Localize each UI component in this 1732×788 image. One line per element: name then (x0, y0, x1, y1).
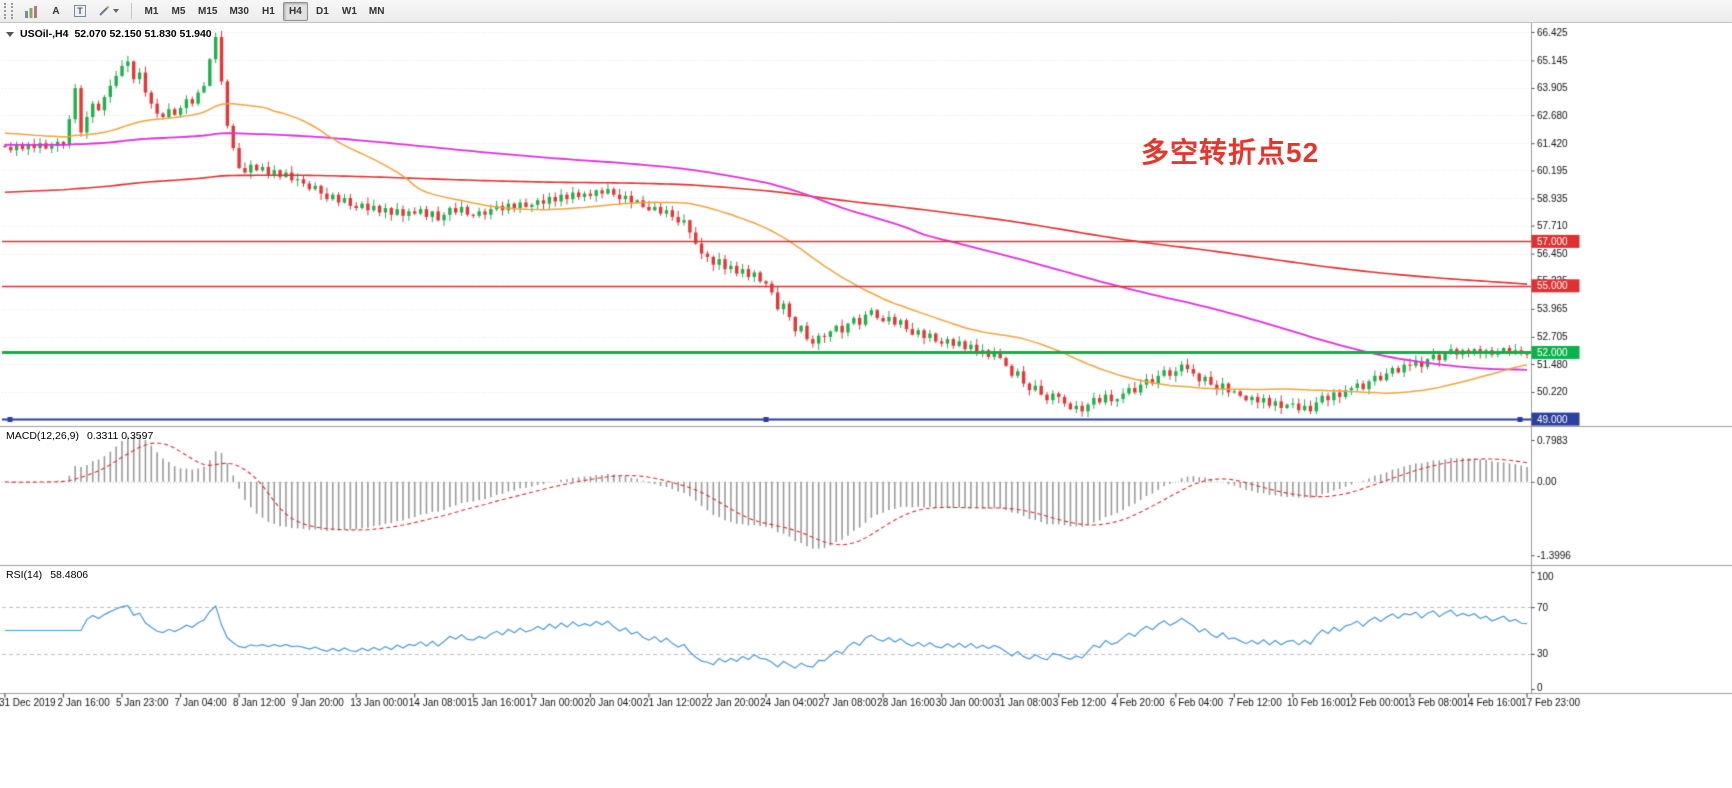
chart-window: USOil-,H4 52.070 52.150 51.830 51.940 多空… (0, 23, 1732, 713)
chevron-down-icon (113, 9, 119, 13)
pencil-icon (99, 5, 110, 16)
a-tool-label: A (52, 5, 60, 17)
text-tool-button[interactable]: T (69, 2, 91, 21)
timeframe-button-m1[interactable]: M1 (139, 2, 164, 21)
toolbar-grip[interactable] (4, 3, 13, 19)
main-chart-canvas[interactable] (0, 23, 1732, 713)
toolbar-separator (131, 3, 132, 19)
drawing-tools-dropdown[interactable] (93, 2, 124, 21)
timeframe-button-w1[interactable]: W1 (337, 2, 362, 21)
timeframe-button-h4[interactable]: H4 (282, 1, 308, 21)
chart-bars-icon[interactable] (19, 2, 43, 21)
toolbar: A T M1 M5 M15 M30 H1 H4 D1 W1 MN (0, 0, 1732, 23)
timeframe-button-m30[interactable]: M30 (224, 2, 253, 21)
timeframe-button-h1[interactable]: H1 (256, 2, 281, 21)
timeframe-button-d1[interactable]: D1 (310, 2, 335, 21)
text-tool-icon: T (74, 5, 86, 17)
timeframe-button-m5[interactable]: M5 (166, 2, 191, 21)
timeframe-button-m15[interactable]: M15 (193, 2, 222, 21)
timeframe-button-mn[interactable]: MN (364, 2, 390, 21)
a-tool-button[interactable]: A (45, 2, 67, 21)
bar-chart-icon (25, 5, 37, 18)
